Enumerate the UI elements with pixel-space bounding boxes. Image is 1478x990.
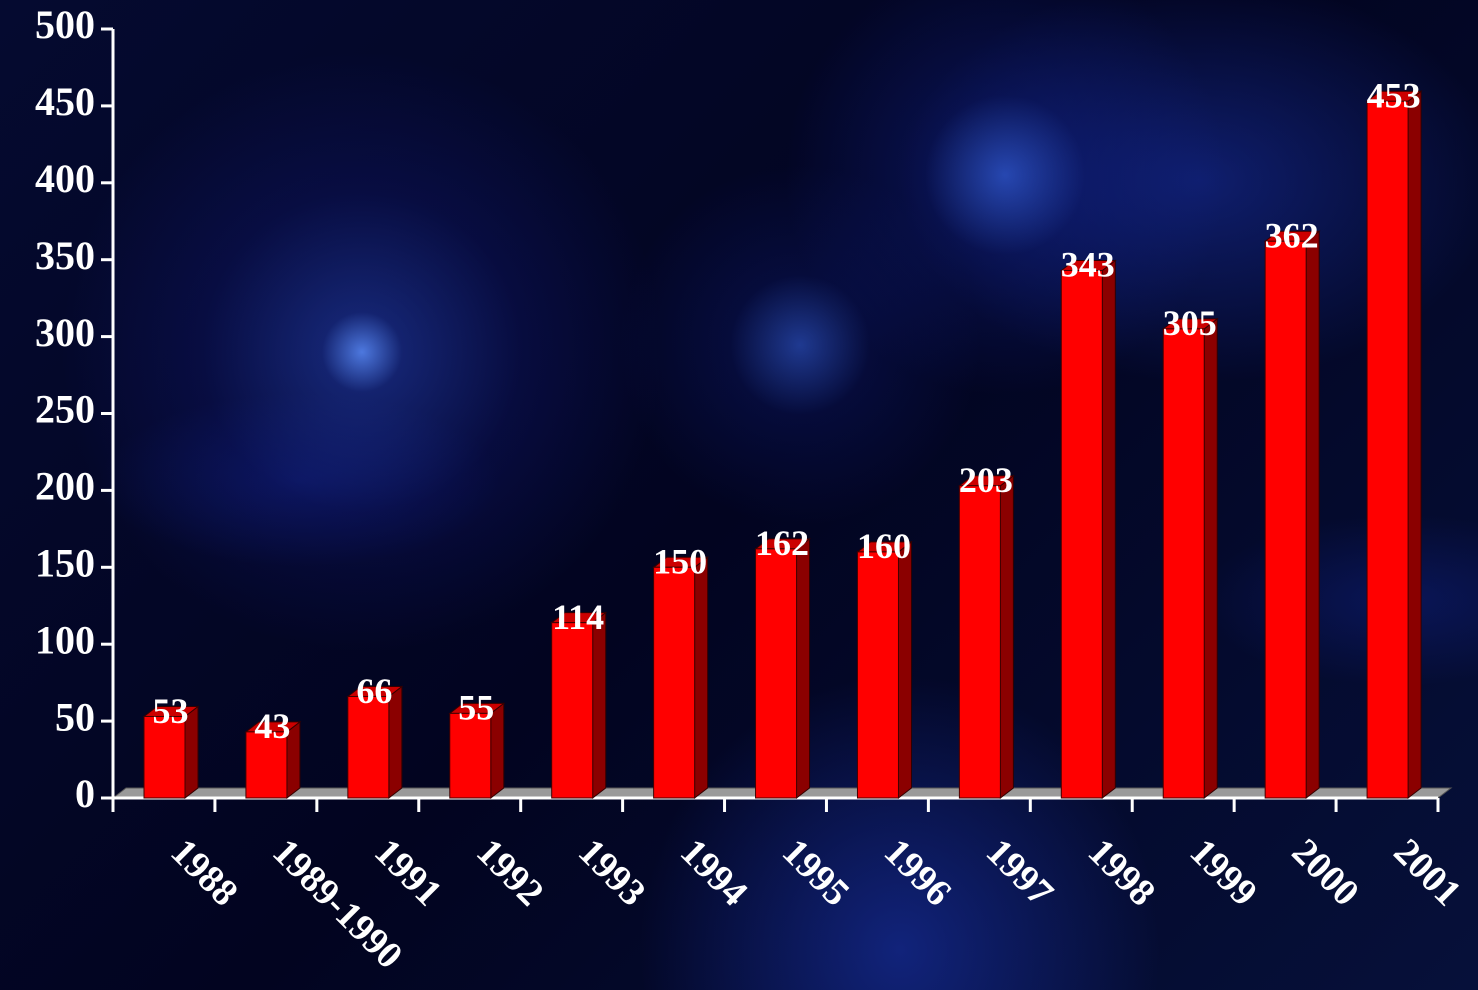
y-tick-label: 450 [35, 79, 95, 124]
y-tick-label: 350 [35, 233, 95, 278]
bar [1162, 328, 1205, 799]
bar [1366, 100, 1409, 799]
bar [143, 715, 186, 799]
bar [856, 551, 899, 799]
bar [449, 712, 492, 799]
value-label: 362 [1265, 216, 1319, 256]
y-tick-label: 200 [35, 464, 95, 509]
bar-side [1203, 317, 1218, 800]
bar-side [999, 474, 1014, 800]
bar-side [1101, 259, 1116, 800]
x-tick-label: 1997 [978, 831, 1061, 914]
bar [653, 566, 696, 799]
bar [1060, 269, 1103, 799]
bar [755, 548, 798, 799]
x-tick-label: 1995 [774, 831, 857, 914]
value-label: 203 [959, 460, 1013, 500]
x-tick-label: 1994 [672, 831, 755, 914]
bar-side [592, 611, 607, 800]
y-tick-label: 50 [55, 694, 95, 739]
x-tick-label: 2000 [1284, 831, 1367, 914]
bar-side [694, 556, 709, 800]
value-label: 160 [857, 526, 911, 566]
x-tick-label: 2001 [1386, 831, 1469, 914]
bar [245, 731, 288, 799]
x-tick-label: 1996 [876, 831, 959, 914]
bar [347, 695, 390, 799]
value-label: 343 [1061, 245, 1115, 285]
bar [1264, 240, 1307, 799]
x-tick-label: 1991 [366, 831, 449, 914]
x-tick-label: 1993 [570, 831, 653, 914]
x-tick-label: 1988 [162, 831, 245, 914]
bar [551, 622, 594, 799]
bar-side [1305, 230, 1320, 800]
bar [958, 485, 1001, 799]
y-tick-label: 250 [35, 387, 95, 432]
y-tick-label: 300 [35, 310, 95, 355]
value-label: 150 [653, 542, 707, 582]
value-label: 53 [153, 691, 189, 731]
x-tick-label: 1992 [468, 831, 551, 914]
value-label: 43 [254, 706, 290, 746]
y-tick-label: 500 [35, 2, 95, 47]
value-label: 305 [1163, 303, 1217, 343]
value-label: 114 [552, 597, 604, 637]
value-label: 55 [458, 688, 494, 728]
x-tick-label: 1999 [1182, 831, 1265, 914]
bar-side [897, 540, 912, 800]
y-tick-label: 400 [35, 156, 95, 201]
bar-side [796, 537, 811, 800]
y-tick-label: 0 [75, 771, 95, 816]
value-label: 162 [755, 523, 809, 563]
bar-side [1407, 90, 1422, 800]
y-tick-label: 100 [35, 617, 95, 662]
value-label: 453 [1367, 76, 1421, 116]
y-tick-label: 150 [35, 540, 95, 585]
x-tick-label: 1998 [1080, 831, 1163, 914]
value-label: 66 [356, 671, 392, 711]
